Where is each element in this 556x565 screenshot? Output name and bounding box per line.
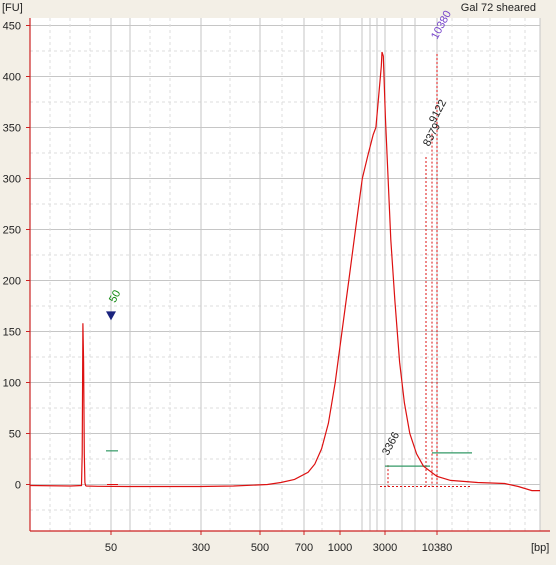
y-tick-label: 300: [3, 174, 21, 186]
x-tick-label: 3000: [373, 542, 397, 554]
signal-trace: [29, 51, 540, 492]
x-tick-label: 1000: [328, 542, 352, 554]
x-tick-label: 300: [192, 542, 210, 554]
y-tick-label: 450: [3, 21, 21, 33]
x-tick-label: 700: [295, 542, 313, 554]
peak-lines: [107, 54, 472, 488]
grid: [30, 18, 541, 531]
y-tick-label: 400: [3, 72, 21, 84]
y-tick-label: 150: [3, 327, 21, 339]
ladder-marker-icon: [106, 311, 116, 321]
x-tick-label: 500: [251, 542, 269, 554]
x-tick-label: 10380: [422, 542, 453, 554]
y-tick-label: 350: [3, 123, 21, 135]
peak-label: 50: [107, 288, 123, 304]
chart-title: Gal 72 sheared: [461, 2, 536, 14]
x-tick-label: 50: [105, 542, 117, 554]
y-tick-labels: 0 50 100 150 200 250 300 350 400 450: [3, 21, 21, 492]
plot-area: [30, 18, 540, 531]
y-tick-label: 50: [9, 429, 21, 441]
y-tick-label: 200: [3, 276, 21, 288]
y-tick-label: 250: [3, 225, 21, 237]
y-tick-label: 100: [3, 378, 21, 390]
y-tick-label: 0: [15, 480, 21, 492]
x-axis-title: [bp]: [531, 542, 549, 554]
y-axis-title: [FU]: [2, 2, 23, 14]
region-lines: [106, 450, 472, 467]
axes: [26, 18, 550, 535]
x-tick-labels: 50 300 500 700 1000 3000 10380: [105, 542, 452, 554]
